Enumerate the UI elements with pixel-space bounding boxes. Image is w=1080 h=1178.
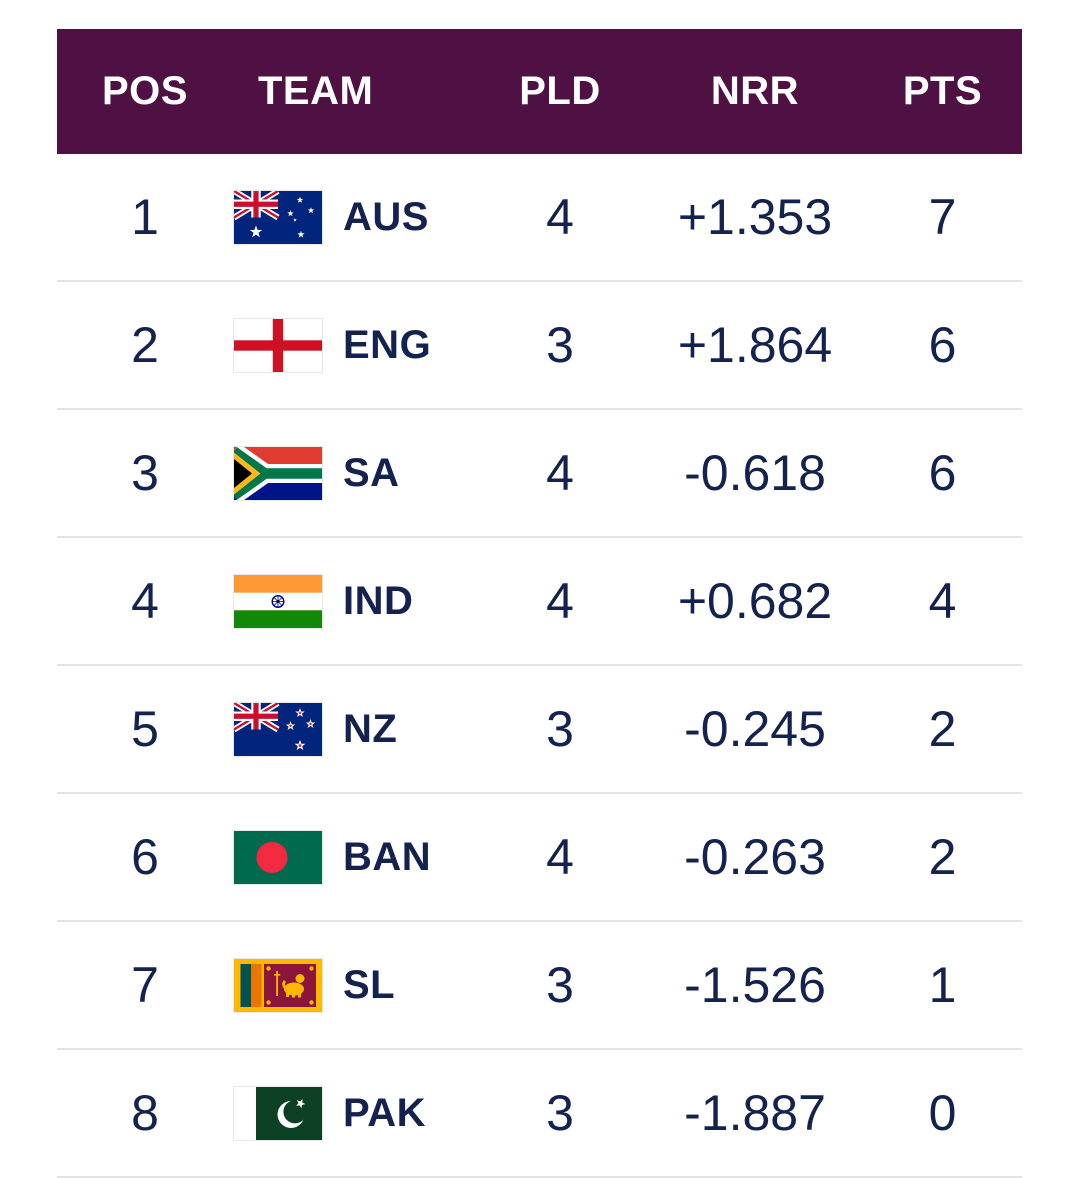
matches-played-value: 4 [546, 573, 574, 629]
net-run-rate-value: +0.682 [677, 573, 833, 629]
table-header-row: POS TEAM PLD NRR PTS [57, 29, 1022, 154]
team-abbreviation: PAK [343, 1090, 426, 1135]
team-abbreviation: AUS [343, 194, 429, 239]
points-value: 1 [928, 957, 957, 1013]
position-value: 6 [131, 829, 159, 885]
table-row: 4 IND 4 +0.682 4 [57, 538, 1022, 666]
position-value: 4 [131, 573, 159, 629]
matches-played-value: 3 [546, 701, 574, 757]
australia-flag-icon [233, 189, 323, 245]
new-zealand-flag-icon [233, 701, 323, 757]
pakistan-flag-icon [233, 1085, 323, 1141]
position-value: 1 [131, 189, 159, 245]
net-run-rate-value: -1.526 [684, 957, 826, 1013]
header-team: TEAM [258, 69, 374, 113]
team-cell: ENG [233, 317, 473, 373]
points-table: POS TEAM PLD NRR PTS 1 AUS 4 +1.353 7 2 … [57, 29, 1022, 1178]
team-cell: IND [233, 573, 473, 629]
matches-played-value: 4 [546, 189, 574, 245]
position-value: 7 [131, 957, 159, 1013]
team-cell: AUS [233, 189, 473, 245]
england-flag-icon [233, 317, 323, 373]
team-cell: PAK [233, 1085, 473, 1141]
matches-played-value: 4 [546, 445, 574, 501]
matches-played-value: 4 [546, 829, 574, 885]
team-abbreviation: BAN [343, 834, 432, 879]
sri-lanka-flag-icon [233, 957, 323, 1013]
matches-played-value: 3 [546, 1085, 574, 1141]
team-cell: SL [233, 957, 473, 1013]
team-abbreviation: ENG [343, 322, 432, 367]
net-run-rate-value: -1.887 [684, 1085, 826, 1141]
table-row: 5 NZ 3 -0.245 2 [57, 666, 1022, 794]
net-run-rate-value: -0.245 [684, 701, 826, 757]
points-value: 0 [928, 1085, 957, 1141]
table-row: 6 BAN 4 -0.263 2 [57, 794, 1022, 922]
team-abbreviation: SA [343, 450, 400, 495]
net-run-rate-value: +1.864 [677, 317, 833, 373]
points-value: 7 [928, 189, 957, 245]
table-row: 1 AUS 4 +1.353 7 [57, 154, 1022, 282]
team-cell: BAN [233, 829, 473, 885]
position-value: 8 [131, 1085, 159, 1141]
team-cell: NZ [233, 701, 473, 757]
header-pos: POS [102, 69, 188, 113]
points-value: 2 [928, 701, 957, 757]
points-value: 6 [928, 317, 957, 373]
net-run-rate-value: -0.618 [684, 445, 826, 501]
position-value: 2 [131, 317, 159, 373]
team-abbreviation: NZ [343, 706, 398, 751]
points-value: 4 [928, 573, 957, 629]
team-abbreviation: IND [343, 578, 414, 623]
team-cell: SA [233, 445, 473, 501]
header-pts: PTS [902, 69, 983, 113]
net-run-rate-value: -0.263 [684, 829, 826, 885]
matches-played-value: 3 [546, 957, 574, 1013]
bangladesh-flag-icon [233, 829, 323, 885]
net-run-rate-value: +1.353 [677, 189, 833, 245]
south-africa-flag-icon [233, 445, 323, 501]
table-row: 8 PAK 3 -1.887 0 [57, 1050, 1022, 1178]
points-value: 6 [928, 445, 957, 501]
india-flag-icon [233, 573, 323, 629]
matches-played-value: 3 [546, 317, 574, 373]
header-nrr: NRR [710, 69, 800, 113]
position-value: 3 [131, 445, 159, 501]
table-row: 7 SL 3 -1.526 1 [57, 922, 1022, 1050]
table-body: 1 AUS 4 +1.353 7 2 ENG 3 +1.864 6 3 SA 4… [57, 154, 1022, 1178]
table-row: 3 SA 4 -0.618 6 [57, 410, 1022, 538]
header-pld: PLD [519, 69, 601, 113]
points-value: 2 [928, 829, 957, 885]
table-row: 2 ENG 3 +1.864 6 [57, 282, 1022, 410]
team-abbreviation: SL [343, 962, 396, 1007]
position-value: 5 [131, 701, 159, 757]
